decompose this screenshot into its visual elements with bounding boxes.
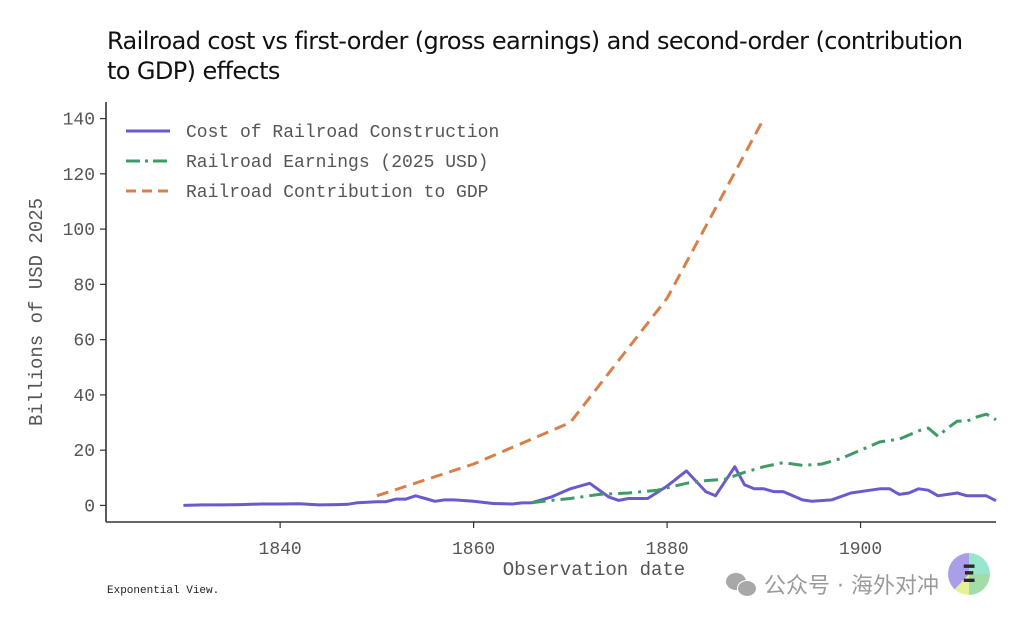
y-tick-label: 80 bbox=[73, 276, 95, 296]
y-tick-label: 0 bbox=[84, 497, 95, 517]
y-tick-label: 140 bbox=[63, 111, 95, 131]
x-tick-label: 1840 bbox=[259, 540, 302, 560]
axes: 0 20 40 60 80 100 120 140 1840 1860 1880 1900 bbox=[63, 102, 996, 560]
y-tick-label: 60 bbox=[73, 332, 95, 352]
series-layer bbox=[183, 117, 997, 507]
y-tick-label: 40 bbox=[73, 387, 95, 407]
legend-label: Cost of Railroad Construction bbox=[186, 123, 499, 143]
legend-label: Railroad Contribution to GDP bbox=[186, 183, 488, 203]
x-tick-label: 1880 bbox=[645, 540, 688, 560]
x-axis-label: Observation date bbox=[503, 559, 685, 581]
watermark: 公众号 · 海外对冲 bbox=[726, 566, 939, 602]
watermark-text: 公众号 · 海外对冲 bbox=[764, 574, 939, 599]
series-line-1 bbox=[183, 465, 997, 507]
y-axis-label: Billions of USD 2025 bbox=[26, 198, 48, 426]
x-tick-label: 1860 bbox=[452, 540, 495, 560]
brand-logo-icon: Ξ bbox=[948, 553, 990, 595]
y-tick-label: 120 bbox=[63, 166, 95, 186]
legend: Cost of Railroad Construction Railroad Ea… bbox=[126, 123, 499, 203]
y-tick-label: 20 bbox=[73, 442, 95, 462]
series-line-3 bbox=[376, 117, 766, 498]
chart-title: Railroad cost vs first-order (gross earn… bbox=[107, 27, 963, 85]
x-tick-label: 1900 bbox=[839, 540, 882, 560]
source-credit: Exponential View. bbox=[107, 585, 220, 597]
legend-label: Railroad Earnings (2025 USD) bbox=[186, 153, 488, 173]
y-tick-label: 100 bbox=[63, 221, 95, 241]
wechat-icon bbox=[726, 571, 757, 597]
